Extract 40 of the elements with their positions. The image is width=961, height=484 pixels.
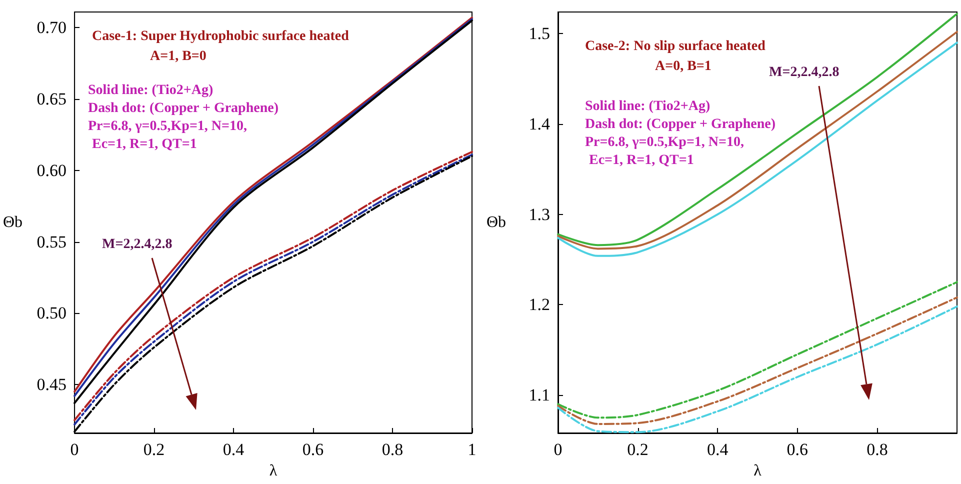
annotation: Case-1: Super Hydrophobic surface heated: [92, 28, 349, 46]
y-tick-label: 1.5: [528, 24, 550, 44]
x-tick-label: 1: [468, 440, 476, 459]
y-tick-label: 0.50: [36, 304, 67, 323]
y-tick-label: 0.55: [36, 232, 67, 252]
x-tick-label: 0.6: [786, 440, 808, 459]
annotation: M=2,2.4,2.8: [769, 64, 840, 82]
annotation: A=0, B=1: [655, 58, 712, 76]
y-axis-title: Θb: [486, 214, 506, 231]
annotation: Solid line: (Tio2+Ag): [88, 82, 214, 100]
y-tick-label: 0.65: [36, 90, 67, 109]
x-axis-title: λ: [754, 462, 762, 480]
y-tick-label: 1.1: [528, 386, 550, 405]
y-tick-label: 1.4: [528, 114, 550, 134]
x-tick-label: 0: [554, 440, 562, 459]
x-tick-label: 0.8: [866, 440, 888, 459]
y-tick-label: 0.45: [36, 374, 67, 394]
annotation: M=2,2.4,2.8: [102, 236, 172, 254]
annotation: Ec=1, R=1, QT=1: [588, 152, 695, 170]
x-tick-label: 0.4: [222, 440, 245, 459]
x-tick-label: 0.2: [143, 440, 165, 459]
x-tick-label: 0.6: [302, 440, 324, 459]
y-tick-label: 0.60: [36, 160, 67, 180]
x-tick-label: 0.2: [627, 440, 648, 459]
annotation: Dash dot: (Copper + Graphene): [585, 116, 776, 134]
annotation: Dash dot: (Copper + Graphene): [88, 100, 279, 118]
x-tick-label: 0.8: [382, 440, 404, 459]
annotation: Pr=6.8, γ=0.5,Kp=1, N=10,: [88, 118, 248, 136]
y-tick-label: 1.3: [528, 204, 550, 224]
annotation: A=1, B=0: [150, 48, 206, 66]
x-axis-title: λ: [269, 462, 278, 480]
annotation: Case-2: No slip surface heated: [585, 38, 766, 56]
y-tick-label: 1.2: [528, 295, 550, 314]
x-tick-label: 0.4: [706, 440, 729, 459]
annotation: Solid line: (Tio2+Ag): [585, 98, 712, 116]
y-axis-title: Θb: [2, 214, 23, 231]
annotation: Ec=1, R=1, QT=1: [91, 136, 198, 154]
y-tick-label: 0.70: [36, 18, 67, 38]
x-tick-label: 0: [70, 440, 79, 459]
annotation: Pr=6.8, γ=0.5,Kp=1, N=10,: [585, 134, 746, 152]
